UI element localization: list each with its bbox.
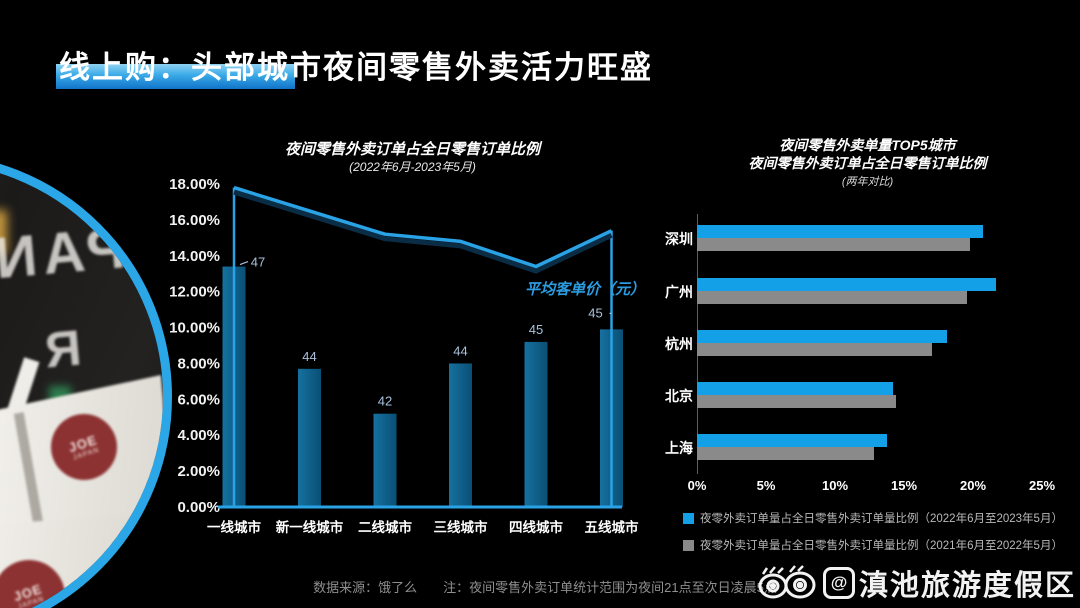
photo-sign-text-2: R (42, 319, 84, 379)
x-axis-category-label: 五线城市 (585, 519, 639, 535)
avg-order-value-bar (298, 368, 321, 507)
city-label: 深圳 (665, 231, 693, 247)
x-axis-tick: 15% (890, 478, 918, 493)
avg-order-value-bar (373, 413, 397, 507)
combo-chart-title: 夜间零售外卖订单占全日零售订单比例 (284, 141, 540, 158)
hbar-chart-section: 夜间零售外卖单量TOP5城市 夜间零售外卖订单占全日零售订单比例 (两年对比) … (655, 130, 1080, 608)
avg-order-value-annotation: 平均客单价（元） (524, 281, 645, 298)
legend-label: 夜零外卖订单量占全日零售外卖订单量比例（2022年6月至2023年5月） (700, 513, 1063, 525)
hbar-chart-title-top: 夜间零售外卖单量TOP5城市 (779, 137, 956, 153)
city-label: 上海 (665, 440, 693, 456)
footer-note: 数据来源：饿了么 注：夜间零售外卖订单统计范围为夜间21点至次日凌晨5点 (200, 577, 890, 596)
hbar-current-year (697, 225, 983, 238)
watermark-text: 滇池旅游度假区 (858, 570, 1076, 602)
combo-chart-section: 夜间零售外卖订单占全日零售订单比例 (2022年6月-2023年5月) 18.0… (160, 130, 665, 550)
stat-note: 注：夜间零售外卖订单统计范围为夜间21点至次日凌晨5点 (443, 580, 777, 595)
y-axis-tick: 14.00% (169, 248, 220, 265)
bar-value-label: 45 (588, 305, 602, 320)
legend-swatch (683, 512, 694, 524)
legend-item: 夜零外卖订单量占全日零售外卖订单量比例（2022年6月至2023年5月） (683, 510, 1063, 526)
weibo-logo-icon (758, 565, 816, 599)
y-axis-tick: 8.00% (177, 355, 220, 372)
bar-value-label: 45 (529, 322, 543, 337)
hbar-previous-year (697, 291, 968, 304)
y-axis-tick: 0.00% (177, 499, 220, 516)
hbar-current-year (697, 330, 947, 343)
y-axis-tick: 16.00% (169, 212, 220, 229)
legend-item: 夜零外卖订单量占全日零售外卖订单量比例（2021年6月至2022年5月） (683, 537, 1063, 553)
x-axis-category-label: 一线城市 (207, 519, 261, 535)
bar-value-label: 44 (453, 343, 467, 358)
combo-chart: 18.00% 16.00% 14.00% 12.00% 10.00% 8.00% 6.00%… (169, 176, 639, 535)
avg-order-value-bar (524, 341, 548, 507)
city-label: 广州 (665, 284, 693, 300)
hbar-current-year (697, 278, 997, 291)
photo-light-blob (0, 210, 7, 254)
city-label: 杭州 (665, 336, 693, 352)
x-axis-tick: 25% (1028, 478, 1056, 493)
x-axis-tick: 5% (756, 478, 776, 493)
x-axis-tick: 0% (687, 478, 707, 493)
watermark-badge-icon: @ (822, 567, 855, 599)
data-source: 数据来源：饿了么 (313, 580, 418, 595)
combo-chart-subtitle: (2022年6月-2023年5月) (349, 160, 476, 174)
hbar-chart-subtitle: (两年对比) (841, 176, 894, 188)
bar-value-label: 44 (302, 349, 316, 364)
y-axis-tick: 18.00% (169, 176, 220, 193)
hbar-current-year (697, 434, 888, 447)
legend-label: 夜零外卖订单量占全日零售外卖订单量比例（2021年6月至2022年5月） (700, 540, 1063, 552)
y-axis-tick: 12.00% (169, 284, 220, 301)
x-axis-category-label: 四线城市 (509, 519, 563, 535)
x-axis-category-label: 三线城市 (434, 519, 488, 535)
ratio-line-shadow (233, 189, 613, 274)
photo-sign-text: PAN (0, 215, 128, 292)
avg-order-value-bar (449, 363, 472, 507)
watermark: @ 滇池旅游度假区 (757, 562, 1076, 604)
y-axis-tick: 2.00% (177, 463, 220, 480)
hbar-previous-year (697, 395, 896, 408)
y-axis-tick: 4.00% (177, 427, 220, 444)
x-axis-category-label: 二线城市 (358, 519, 412, 535)
legend-swatch (683, 539, 694, 551)
y-axis-tick: 6.00% (177, 391, 220, 408)
ratio-line (233, 185, 613, 269)
hbar-previous-year (697, 447, 874, 460)
night-delivery-photo: PAN R JOE JAPAN JOE JAPAN (0, 153, 172, 608)
bar-value-label: 47 (251, 255, 265, 270)
bar-value-label: 42 (378, 394, 392, 409)
photo-content: PAN R JOE JAPAN JOE JAPAN (0, 162, 163, 608)
hbar-previous-year (697, 238, 971, 251)
title-highlight-bar (56, 64, 295, 89)
x-axis-tick: 20% (959, 478, 987, 493)
label-callout (239, 260, 249, 266)
hbar-previous-year (697, 343, 932, 356)
hbar-chart-title-main: 夜间零售外卖订单占全日零售订单比例 (748, 155, 987, 171)
y-axis-tick: 10.00% (169, 320, 220, 337)
hbar-current-year (697, 382, 893, 395)
x-axis-tick: 10% (821, 478, 849, 493)
x-axis-category-label: 新一线城市 (276, 519, 344, 535)
page-title: 线上购：头部城市夜间零售外卖活力旺盛 (59, 50, 653, 85)
city-label: 北京 (665, 388, 693, 404)
